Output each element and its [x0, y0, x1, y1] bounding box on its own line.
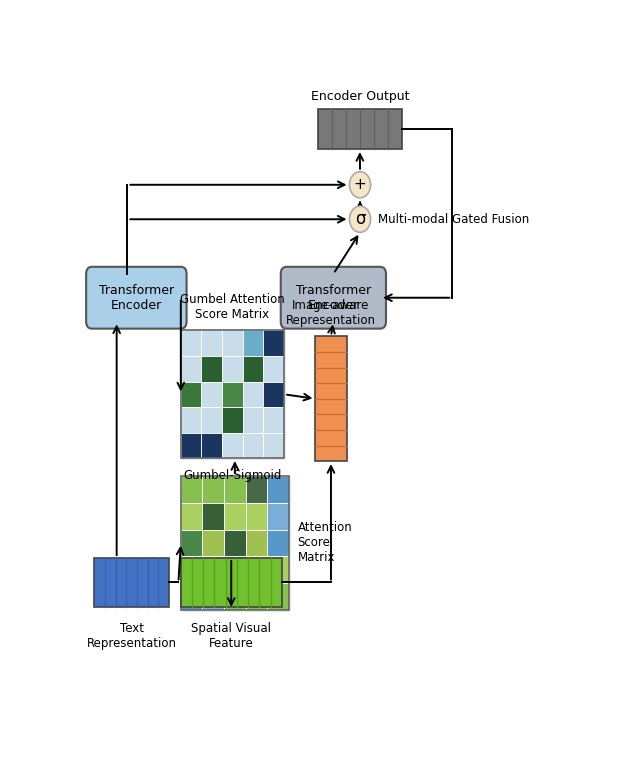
Text: Transformer
Encoder: Transformer Encoder	[99, 284, 174, 312]
Bar	[243, 381, 264, 407]
Bar	[222, 381, 243, 407]
Text: Gumbel-Sigmoid: Gumbel-Sigmoid	[184, 469, 281, 482]
Text: Gumbel Attention
Score Matrix: Gumbel Attention Score Matrix	[180, 293, 285, 321]
Bar	[202, 557, 224, 583]
Bar	[316, 337, 347, 461]
FancyBboxPatch shape	[281, 267, 386, 329]
Bar	[246, 476, 267, 503]
Text: Transformer
Encoder: Transformer Encoder	[296, 284, 371, 312]
Bar	[181, 557, 202, 583]
Bar	[246, 503, 267, 530]
Bar	[243, 407, 264, 432]
Bar	[181, 530, 202, 557]
Bar	[243, 356, 264, 381]
Bar	[202, 583, 224, 610]
Bar	[181, 476, 289, 610]
Bar	[267, 476, 289, 503]
Bar	[181, 476, 202, 503]
Circle shape	[350, 171, 371, 198]
Bar	[202, 503, 224, 530]
Bar	[264, 432, 284, 459]
Bar	[264, 381, 284, 407]
Bar	[243, 330, 264, 356]
Bar	[267, 557, 289, 583]
Bar	[264, 407, 284, 432]
Bar	[181, 330, 284, 459]
Bar	[246, 557, 267, 583]
Bar	[267, 503, 289, 530]
Bar	[222, 356, 243, 381]
Bar	[181, 476, 289, 610]
Text: Spatial Visual
Feature: Spatial Visual Feature	[191, 621, 272, 650]
Bar	[181, 503, 202, 530]
FancyBboxPatch shape	[86, 267, 187, 329]
Bar	[224, 530, 246, 557]
Bar	[224, 557, 246, 583]
Bar	[246, 530, 267, 557]
Bar	[267, 583, 289, 610]
Bar	[202, 432, 222, 459]
Text: σ: σ	[355, 210, 365, 229]
Bar	[181, 558, 281, 607]
Text: Encoder Output: Encoder Output	[311, 90, 409, 103]
Bar	[202, 330, 222, 356]
Bar	[181, 330, 284, 459]
Bar	[222, 407, 243, 432]
Text: Text
Representation: Text Representation	[87, 621, 177, 650]
Bar	[317, 109, 402, 149]
Bar	[202, 407, 222, 432]
Bar	[202, 476, 224, 503]
Text: Image-aware
Representation: Image-aware Representation	[286, 300, 376, 327]
Bar	[224, 476, 246, 503]
Bar	[222, 330, 243, 356]
Bar	[202, 530, 224, 557]
Bar	[264, 330, 284, 356]
Bar	[181, 356, 202, 381]
Bar	[243, 432, 264, 459]
Bar	[94, 558, 169, 607]
Bar	[181, 407, 202, 432]
Circle shape	[350, 206, 371, 232]
Bar	[181, 330, 202, 356]
Bar	[202, 381, 222, 407]
Bar	[267, 530, 289, 557]
Bar	[181, 381, 202, 407]
Bar	[222, 432, 243, 459]
Text: Attention
Score
Matrix: Attention Score Matrix	[298, 521, 352, 564]
Bar	[224, 503, 246, 530]
Bar	[202, 356, 222, 381]
Text: +: +	[353, 178, 366, 192]
Text: Multi-modal Gated Fusion: Multi-modal Gated Fusion	[378, 213, 529, 225]
Bar	[224, 583, 246, 610]
Bar	[264, 356, 284, 381]
Bar	[181, 583, 202, 610]
Bar	[181, 432, 202, 459]
Bar	[246, 583, 267, 610]
